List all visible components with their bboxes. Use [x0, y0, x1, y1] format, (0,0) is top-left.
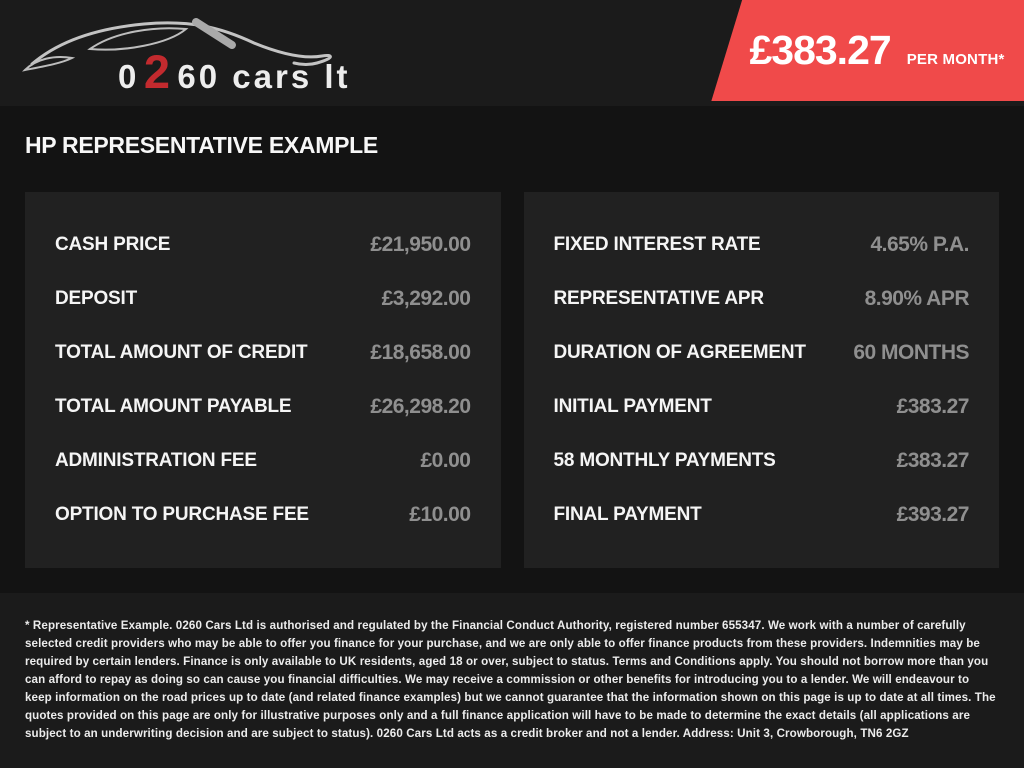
- dealer-logo: 0 2 60 cars ltd: [21, 18, 348, 98]
- finance-value: 4.65% P.A.: [870, 233, 969, 256]
- finance-label: 58 MONTHLY PAYMENTS: [553, 450, 776, 471]
- monthly-price: £383.27: [749, 27, 891, 73]
- finance-value: £18,658.00: [370, 341, 471, 364]
- page-title: HP REPRESENTATIVE EXAMPLE: [25, 132, 378, 158]
- finance-label: TOTAL AMOUNT PAYABLE: [55, 396, 292, 417]
- finance-row: TOTAL AMOUNT OF CREDIT £18,658.00: [55, 326, 471, 380]
- finance-row: REPRESENTATIVE APR 8.90% APR: [554, 272, 970, 326]
- finance-value: £393.27: [896, 503, 970, 526]
- finance-value: 8.90% APR: [864, 287, 970, 310]
- finance-value: £0.00: [420, 449, 471, 472]
- finance-label: TOTAL AMOUNT OF CREDIT: [55, 342, 308, 363]
- finance-label: REPRESENTATIVE APR: [553, 288, 765, 309]
- logo-wordmark: 0 2 60 cars ltd: [118, 45, 348, 98]
- finance-label: DEPOSIT: [55, 288, 138, 309]
- monthly-price-banner: £383.27 PER MONTH*: [711, 0, 1024, 101]
- legal-disclaimer: * Representative Example. 0260 Cars Ltd …: [25, 619, 996, 740]
- finance-panels: CASH PRICE £21,950.00 DEPOSIT £3,292.00 …: [25, 192, 999, 568]
- finance-label: DURATION OF AGREEMENT: [553, 342, 806, 363]
- finance-row: TOTAL AMOUNT PAYABLE £26,298.20: [55, 380, 471, 434]
- footer: * Representative Example. 0260 Cars Ltd …: [0, 593, 1024, 768]
- finance-row: FIXED INTEREST RATE 4.65% P.A.: [554, 218, 970, 272]
- finance-panel-right: FIXED INTEREST RATE 4.65% P.A. REPRESENT…: [523, 192, 999, 568]
- finance-value: 60 MONTHS: [853, 341, 969, 364]
- monthly-price-period: PER MONTH*: [906, 51, 1005, 68]
- finance-row: ADMINISTRATION FEE £0.00: [55, 434, 471, 488]
- finance-value: £21,950.00: [370, 233, 471, 256]
- header: 0 2 60 cars ltd £383.27 PER MONTH*: [0, 0, 1024, 106]
- finance-label: CASH PRICE: [55, 234, 171, 255]
- finance-label: FINAL PAYMENT: [553, 504, 702, 525]
- finance-value: £383.27: [896, 449, 970, 472]
- finance-label: INITIAL PAYMENT: [553, 396, 712, 417]
- finance-row: 58 MONTHLY PAYMENTS £383.27: [554, 434, 970, 488]
- finance-row: CASH PRICE £21,950.00: [55, 218, 471, 272]
- finance-row: INITIAL PAYMENT £383.27: [554, 380, 970, 434]
- finance-value: £26,298.20: [370, 395, 471, 418]
- finance-label: ADMINISTRATION FEE: [55, 450, 257, 471]
- finance-value: £10.00: [409, 503, 471, 526]
- finance-row: DEPOSIT £3,292.00: [55, 272, 471, 326]
- finance-label: FIXED INTEREST RATE: [553, 234, 761, 255]
- main-content: HP REPRESENTATIVE EXAMPLE CASH PRICE £21…: [0, 106, 1024, 568]
- finance-row: DURATION OF AGREEMENT 60 MONTHS: [554, 326, 970, 380]
- car-silhouette-icon: [21, 18, 332, 72]
- finance-row: FINAL PAYMENT £393.27: [554, 488, 970, 542]
- finance-row: OPTION TO PURCHASE FEE £10.00: [55, 488, 471, 542]
- finance-value: £383.27: [896, 395, 970, 418]
- finance-value: £3,292.00: [381, 287, 471, 310]
- finance-panel-left: CASH PRICE £21,950.00 DEPOSIT £3,292.00 …: [25, 192, 501, 568]
- finance-label: OPTION TO PURCHASE FEE: [55, 504, 309, 525]
